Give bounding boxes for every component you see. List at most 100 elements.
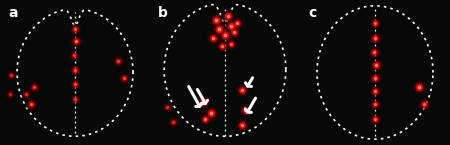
Point — [201, 118, 208, 120]
Point — [169, 121, 176, 123]
Point — [72, 28, 79, 30]
Point — [210, 37, 217, 39]
Point — [421, 103, 428, 106]
Point — [371, 90, 378, 93]
Point — [219, 45, 226, 48]
Point — [242, 109, 249, 111]
Point — [371, 77, 378, 79]
Point — [72, 97, 79, 100]
Point — [371, 90, 378, 93]
Point — [371, 37, 378, 39]
Point — [224, 15, 231, 17]
Point — [70, 54, 77, 56]
Text: c: c — [308, 6, 316, 20]
Point — [371, 118, 378, 120]
Point — [210, 37, 217, 39]
Point — [224, 15, 231, 17]
Point — [239, 89, 246, 91]
Point — [371, 103, 378, 106]
Point — [421, 103, 428, 106]
Point — [227, 42, 234, 45]
Point — [163, 106, 171, 108]
Point — [200, 100, 207, 103]
Point — [213, 19, 220, 21]
Point — [219, 45, 226, 48]
Point — [72, 68, 79, 71]
Point — [207, 112, 214, 114]
Point — [115, 60, 122, 62]
Point — [221, 34, 229, 36]
Point — [216, 28, 223, 30]
Point — [163, 106, 171, 108]
Point — [6, 93, 14, 95]
Text: b: b — [158, 6, 168, 20]
Point — [115, 60, 122, 62]
Point — [28, 103, 35, 106]
Point — [115, 60, 122, 62]
Point — [371, 77, 378, 79]
Point — [201, 118, 208, 120]
Point — [233, 22, 240, 24]
Point — [6, 93, 14, 95]
Point — [73, 39, 80, 42]
Point — [31, 86, 38, 88]
Point — [72, 28, 79, 30]
Point — [242, 109, 249, 111]
Point — [371, 22, 378, 24]
Point — [8, 74, 15, 77]
Point — [121, 77, 128, 79]
Point — [8, 74, 15, 77]
Point — [233, 22, 240, 24]
Point — [72, 83, 79, 85]
Point — [239, 124, 246, 126]
Point — [213, 19, 220, 21]
Point — [210, 37, 217, 39]
Point — [371, 22, 378, 24]
Point — [224, 15, 231, 17]
Point — [227, 25, 234, 27]
Point — [169, 121, 176, 123]
Point — [31, 86, 38, 88]
Point — [200, 100, 207, 103]
Point — [73, 39, 80, 42]
Point — [207, 112, 214, 114]
Point — [373, 64, 380, 66]
Point — [371, 37, 378, 39]
Point — [239, 89, 246, 91]
Point — [8, 74, 15, 77]
Point — [163, 106, 171, 108]
Point — [121, 77, 128, 79]
Point — [210, 37, 217, 39]
Point — [72, 68, 79, 71]
Point — [371, 37, 378, 39]
Point — [227, 25, 234, 27]
Point — [207, 112, 214, 114]
Point — [421, 103, 428, 106]
Point — [370, 51, 377, 53]
Point — [72, 83, 79, 85]
Point — [233, 22, 240, 24]
Point — [371, 103, 378, 106]
Point — [230, 31, 237, 33]
Point — [22, 93, 29, 95]
Point — [219, 45, 226, 48]
Point — [73, 39, 80, 42]
Point — [371, 118, 378, 120]
Point — [200, 100, 207, 103]
Point — [371, 118, 378, 120]
Point — [121, 77, 128, 79]
Point — [421, 103, 428, 106]
Point — [371, 90, 378, 93]
Point — [115, 60, 122, 62]
Point — [373, 64, 380, 66]
Point — [371, 22, 378, 24]
Point — [221, 34, 229, 36]
Point — [371, 118, 378, 120]
Point — [230, 31, 237, 33]
Point — [216, 28, 223, 30]
Point — [22, 93, 29, 95]
Point — [239, 124, 246, 126]
Point — [72, 97, 79, 100]
Point — [31, 86, 38, 88]
Point — [31, 86, 38, 88]
